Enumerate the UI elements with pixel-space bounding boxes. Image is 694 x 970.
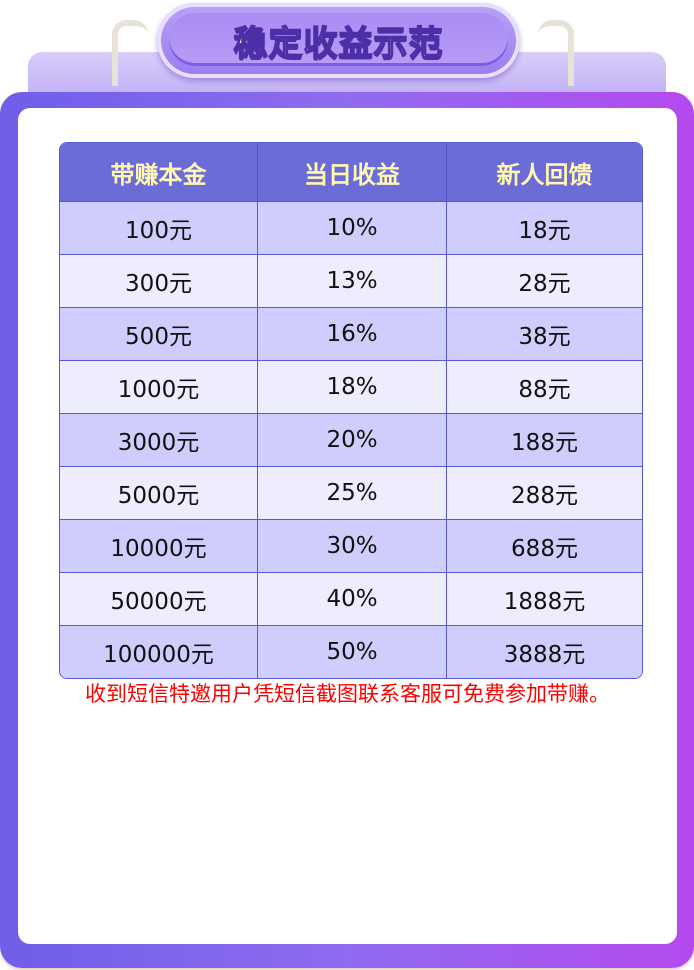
table-row: 500元 16% 38元: [60, 307, 642, 360]
pipe-decoration-right: [538, 20, 574, 86]
cell-newcomer-bonus: 688元: [447, 519, 642, 572]
cell-newcomer-bonus: 38元: [447, 307, 642, 360]
cell-newcomer-bonus: 28元: [447, 254, 642, 307]
cell-principal: 1000元: [60, 360, 258, 413]
table-row: 3000元 20% 188元: [60, 413, 642, 466]
table-row: 300元 13% 28元: [60, 254, 642, 307]
cell-daily-return: 20%: [258, 413, 447, 466]
notice-text: 收到短信特邀用户凭短信截图联系客服可免费参加带赚。: [85, 682, 610, 706]
table-row: 100元 10% 18元: [60, 201, 642, 254]
cell-newcomer-bonus: 3888元: [447, 625, 642, 678]
cell-newcomer-bonus: 288元: [447, 466, 642, 519]
cell-newcomer-bonus: 1888元: [447, 572, 642, 625]
cell-daily-return: 25%: [258, 466, 447, 519]
cell-daily-return: 30%: [258, 519, 447, 572]
cell-daily-return: 16%: [258, 307, 447, 360]
header-principal: 带赚本金: [60, 143, 258, 201]
cell-daily-return: 10%: [258, 201, 447, 254]
cell-daily-return: 18%: [258, 360, 447, 413]
table-row: 10000元 30% 688元: [60, 519, 642, 572]
cell-principal: 500元: [60, 307, 258, 360]
table-row: 100000元 50% 3888元: [60, 625, 642, 678]
cell-newcomer-bonus: 188元: [447, 413, 642, 466]
cell-principal: 50000元: [60, 572, 258, 625]
pipe-decoration-left: [112, 20, 148, 86]
header-daily-return: 当日收益: [258, 143, 447, 201]
title-banner: 稳定收益示范: [157, 3, 520, 78]
table-row: 1000元 18% 88元: [60, 360, 642, 413]
cell-principal: 3000元: [60, 413, 258, 466]
cell-principal: 300元: [60, 254, 258, 307]
table-row: 5000元 25% 288元: [60, 466, 642, 519]
title-banner-inner: [169, 13, 508, 66]
earnings-table: 带赚本金 当日收益 新人回馈 100元 10% 18元 300元 13% 28元 500元 1…: [59, 142, 643, 679]
header-newcomer-bonus: 新人回馈: [447, 143, 642, 201]
cell-daily-return: 50%: [258, 625, 447, 678]
cell-daily-return: 40%: [258, 572, 447, 625]
table-row: 50000元 40% 1888元: [60, 572, 642, 625]
cell-principal: 5000元: [60, 466, 258, 519]
cell-daily-return: 13%: [258, 254, 447, 307]
cell-newcomer-bonus: 88元: [447, 360, 642, 413]
cell-principal: 100元: [60, 201, 258, 254]
page-title: 稳定收益示范: [233, 23, 444, 65]
cell-newcomer-bonus: 18元: [447, 201, 642, 254]
table-header-row: 带赚本金 当日收益 新人回馈: [60, 143, 642, 201]
cell-principal: 100000元: [60, 625, 258, 678]
cell-principal: 10000元: [60, 519, 258, 572]
